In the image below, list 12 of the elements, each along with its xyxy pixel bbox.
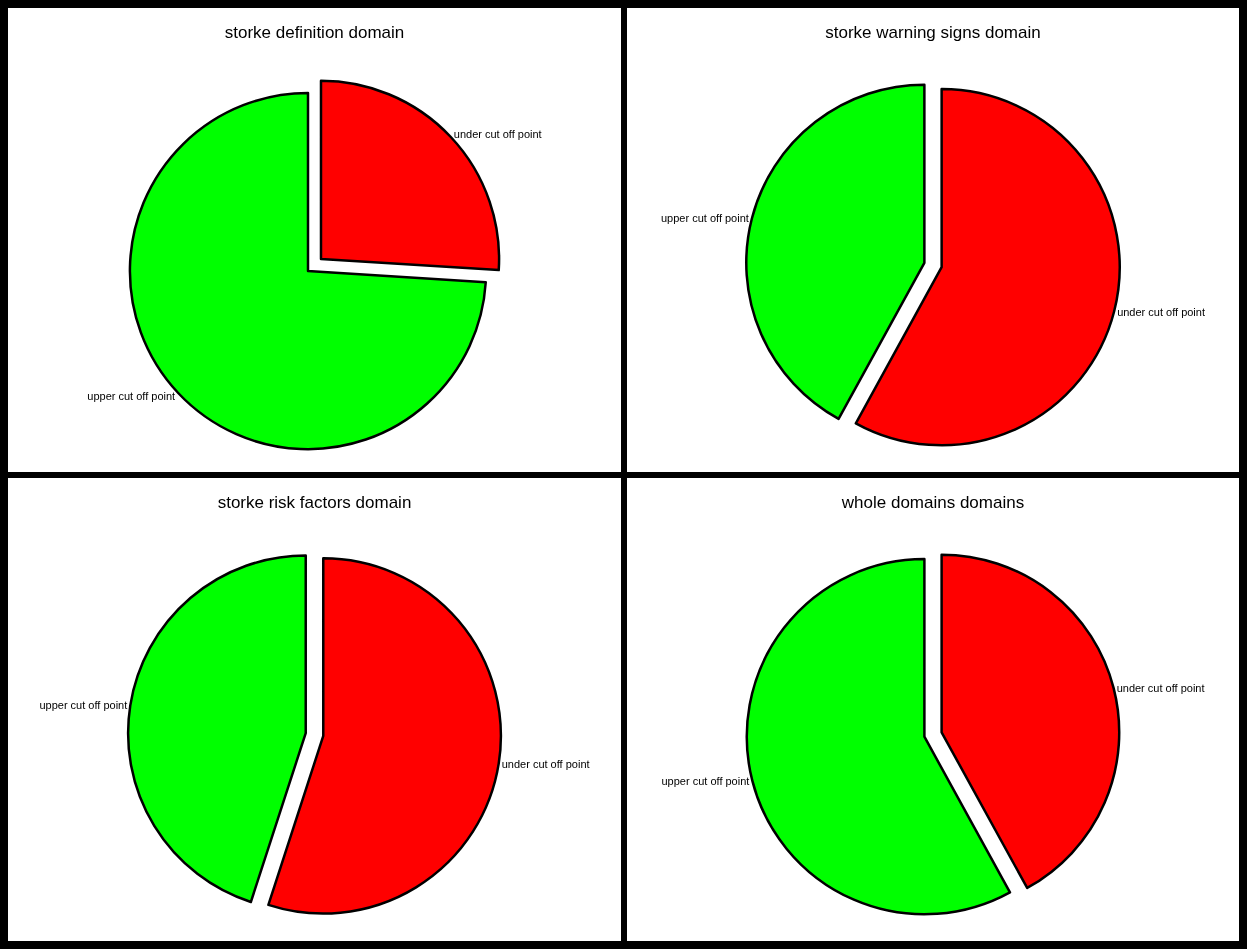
slice-label: under cut off point	[501, 757, 590, 770]
slice-label: upper cut off point	[661, 775, 750, 788]
slice-label: under cut off point	[1117, 305, 1205, 318]
chart-title: whole domains domains	[840, 493, 1025, 513]
slice-label: under cut off point	[453, 128, 542, 141]
slice-label: upper cut off point	[87, 389, 176, 402]
slice-label: upper cut off point	[661, 212, 749, 225]
slice-label: upper cut off point	[39, 699, 128, 712]
chart-title: storke warning signs domain	[825, 23, 1041, 43]
slice-label: under cut off point	[1116, 681, 1205, 694]
chart-title: storke definition domain	[224, 23, 405, 43]
chart-title: storke risk factors domain	[217, 493, 412, 513]
